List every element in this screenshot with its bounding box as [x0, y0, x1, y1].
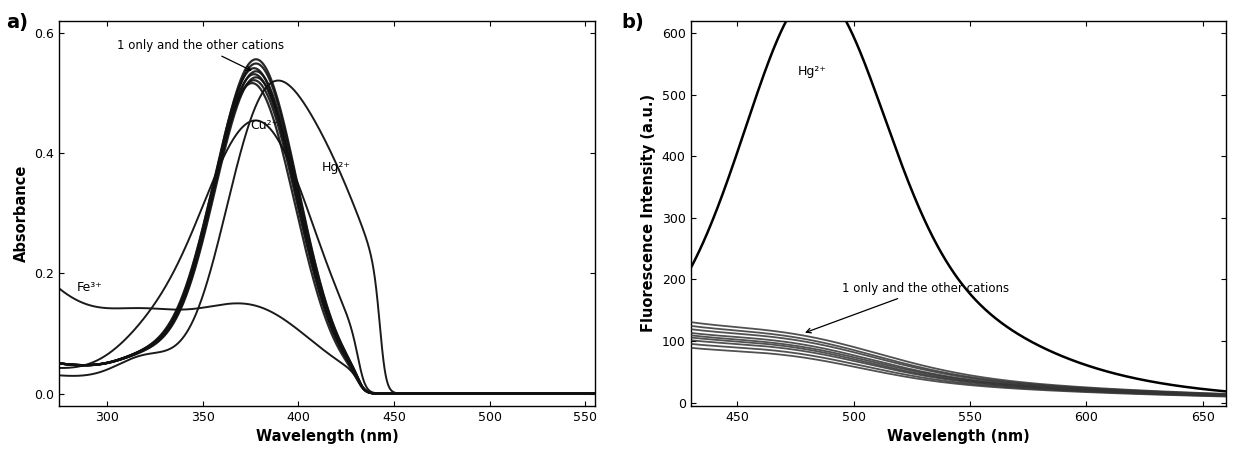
Text: a): a): [6, 13, 27, 32]
X-axis label: Wavelength (nm): Wavelength (nm): [887, 429, 1029, 444]
Y-axis label: Absorbance: Absorbance: [14, 164, 29, 262]
X-axis label: Wavelength (nm): Wavelength (nm): [255, 429, 398, 444]
Text: Fe³⁺: Fe³⁺: [77, 282, 103, 294]
Text: 1 only and the other cations: 1 only and the other cations: [117, 39, 284, 70]
Text: b): b): [621, 13, 644, 32]
Y-axis label: Fluorescence Intensity (a.u.): Fluorescence Intensity (a.u.): [641, 94, 656, 333]
Text: Cu²⁺: Cu²⁺: [250, 119, 279, 132]
Text: Hg²⁺: Hg²⁺: [797, 65, 827, 77]
Text: 1 only and the other cations: 1 only and the other cations: [806, 282, 1009, 333]
Text: Hg²⁺: Hg²⁺: [321, 161, 351, 174]
